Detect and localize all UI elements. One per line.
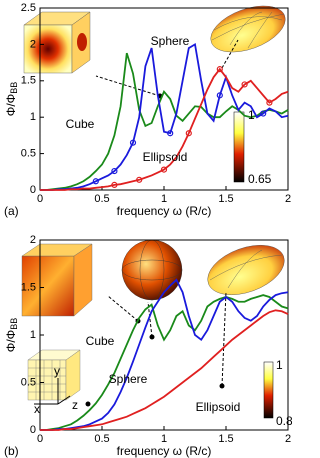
series-line bbox=[40, 42, 289, 191]
inset-cube-b bbox=[21, 243, 93, 317]
series-marker bbox=[260, 110, 267, 117]
series-line bbox=[40, 52, 289, 191]
y-tick-label: 1 bbox=[30, 329, 36, 341]
x-tick-label: 2 bbox=[285, 193, 291, 205]
inset-ellipsoid-a bbox=[210, 5, 286, 53]
series-line bbox=[40, 294, 289, 431]
series-marker bbox=[111, 167, 118, 175]
y-tick-label: 1 bbox=[30, 111, 36, 123]
series-label: Ellipsoid bbox=[196, 400, 241, 414]
x-tick-label: 0.5 bbox=[94, 433, 109, 445]
series-label: Cube bbox=[86, 334, 115, 348]
panel-label: (b) bbox=[4, 444, 19, 458]
y-tick-label: 0.5 bbox=[21, 376, 36, 388]
colorbar-min-label: 0.8 bbox=[276, 414, 292, 428]
figure: 0 0.5 1 1.5 2 0 0.5 1 1.5 2 2.5 frequency ω (R/c) (a… bbox=[4, 2, 292, 458]
y-axis-label-sub: BB bbox=[9, 82, 19, 94]
annotation-arrows bbox=[95, 39, 239, 387]
inset-axis-label: z bbox=[72, 398, 78, 412]
series-line bbox=[40, 309, 289, 431]
series-marker bbox=[216, 66, 223, 73]
y-tick-label: 1.5 bbox=[21, 75, 36, 87]
series-line bbox=[40, 278, 289, 431]
colorbar-min-label: 0.65 bbox=[248, 172, 272, 186]
y-tick-label: 0 bbox=[30, 424, 36, 436]
x-axis-label: frequency ω (R/c) bbox=[117, 204, 212, 218]
inset-ellipsoid-b bbox=[207, 245, 285, 295]
series-label: Cube bbox=[66, 117, 95, 131]
y-tick-label: 2.5 bbox=[21, 2, 36, 14]
series-marker bbox=[160, 166, 168, 173]
y-tick-label: 1.5 bbox=[21, 281, 36, 293]
colorbar-max-label: 1 bbox=[248, 108, 255, 122]
series-marker bbox=[241, 81, 248, 88]
x-tick-label: 0 bbox=[37, 433, 43, 445]
inset-grid-cube-b bbox=[27, 349, 81, 405]
x-axis-label: frequency ω (R/c) bbox=[117, 444, 212, 458]
x-tick-label: 0.5 bbox=[94, 193, 109, 205]
series-label: Sphere bbox=[109, 372, 148, 386]
y-axis-label-sub: BB bbox=[9, 318, 19, 330]
series-label: Sphere bbox=[151, 34, 190, 48]
colorbar bbox=[263, 361, 274, 419]
inset-sphere-b bbox=[121, 239, 183, 301]
series-marker bbox=[216, 92, 223, 99]
series-marker bbox=[167, 130, 174, 137]
series-marker bbox=[111, 181, 118, 189]
panel-label: (a) bbox=[4, 204, 19, 218]
x-tick-label: 1.5 bbox=[218, 193, 233, 205]
y-tick-label: 2 bbox=[30, 38, 36, 50]
series-marker bbox=[185, 130, 192, 137]
y-tick-label: 0 bbox=[30, 184, 36, 196]
series-marker bbox=[129, 139, 137, 146]
y-axis-label: Φ/ΦBB bbox=[4, 82, 19, 117]
series-label: Ellipsoid bbox=[143, 150, 188, 164]
inset-axis-label: x bbox=[34, 402, 40, 416]
x-tick-label: 1.5 bbox=[218, 433, 233, 445]
series-marker bbox=[136, 176, 143, 183]
colorbar-max-label: 1 bbox=[276, 358, 283, 372]
x-tick-label: 1 bbox=[161, 193, 167, 205]
series-marker bbox=[92, 178, 99, 185]
y-axis-label-main: Φ/Φ bbox=[4, 94, 18, 116]
colorbar bbox=[233, 111, 245, 183]
x-tick-label: 1 bbox=[161, 433, 167, 445]
x-tick-label: 0 bbox=[37, 193, 43, 205]
x-tick-label: 2 bbox=[285, 433, 291, 445]
inset-axis-label: y bbox=[54, 364, 60, 378]
series-marker bbox=[266, 99, 273, 106]
y-axis-label-main: Φ/Φ bbox=[4, 330, 18, 352]
y-tick-label: 0.5 bbox=[21, 148, 36, 160]
y-tick-label: 2 bbox=[30, 234, 36, 246]
y-axis-label: Φ/ΦBB bbox=[4, 318, 19, 353]
